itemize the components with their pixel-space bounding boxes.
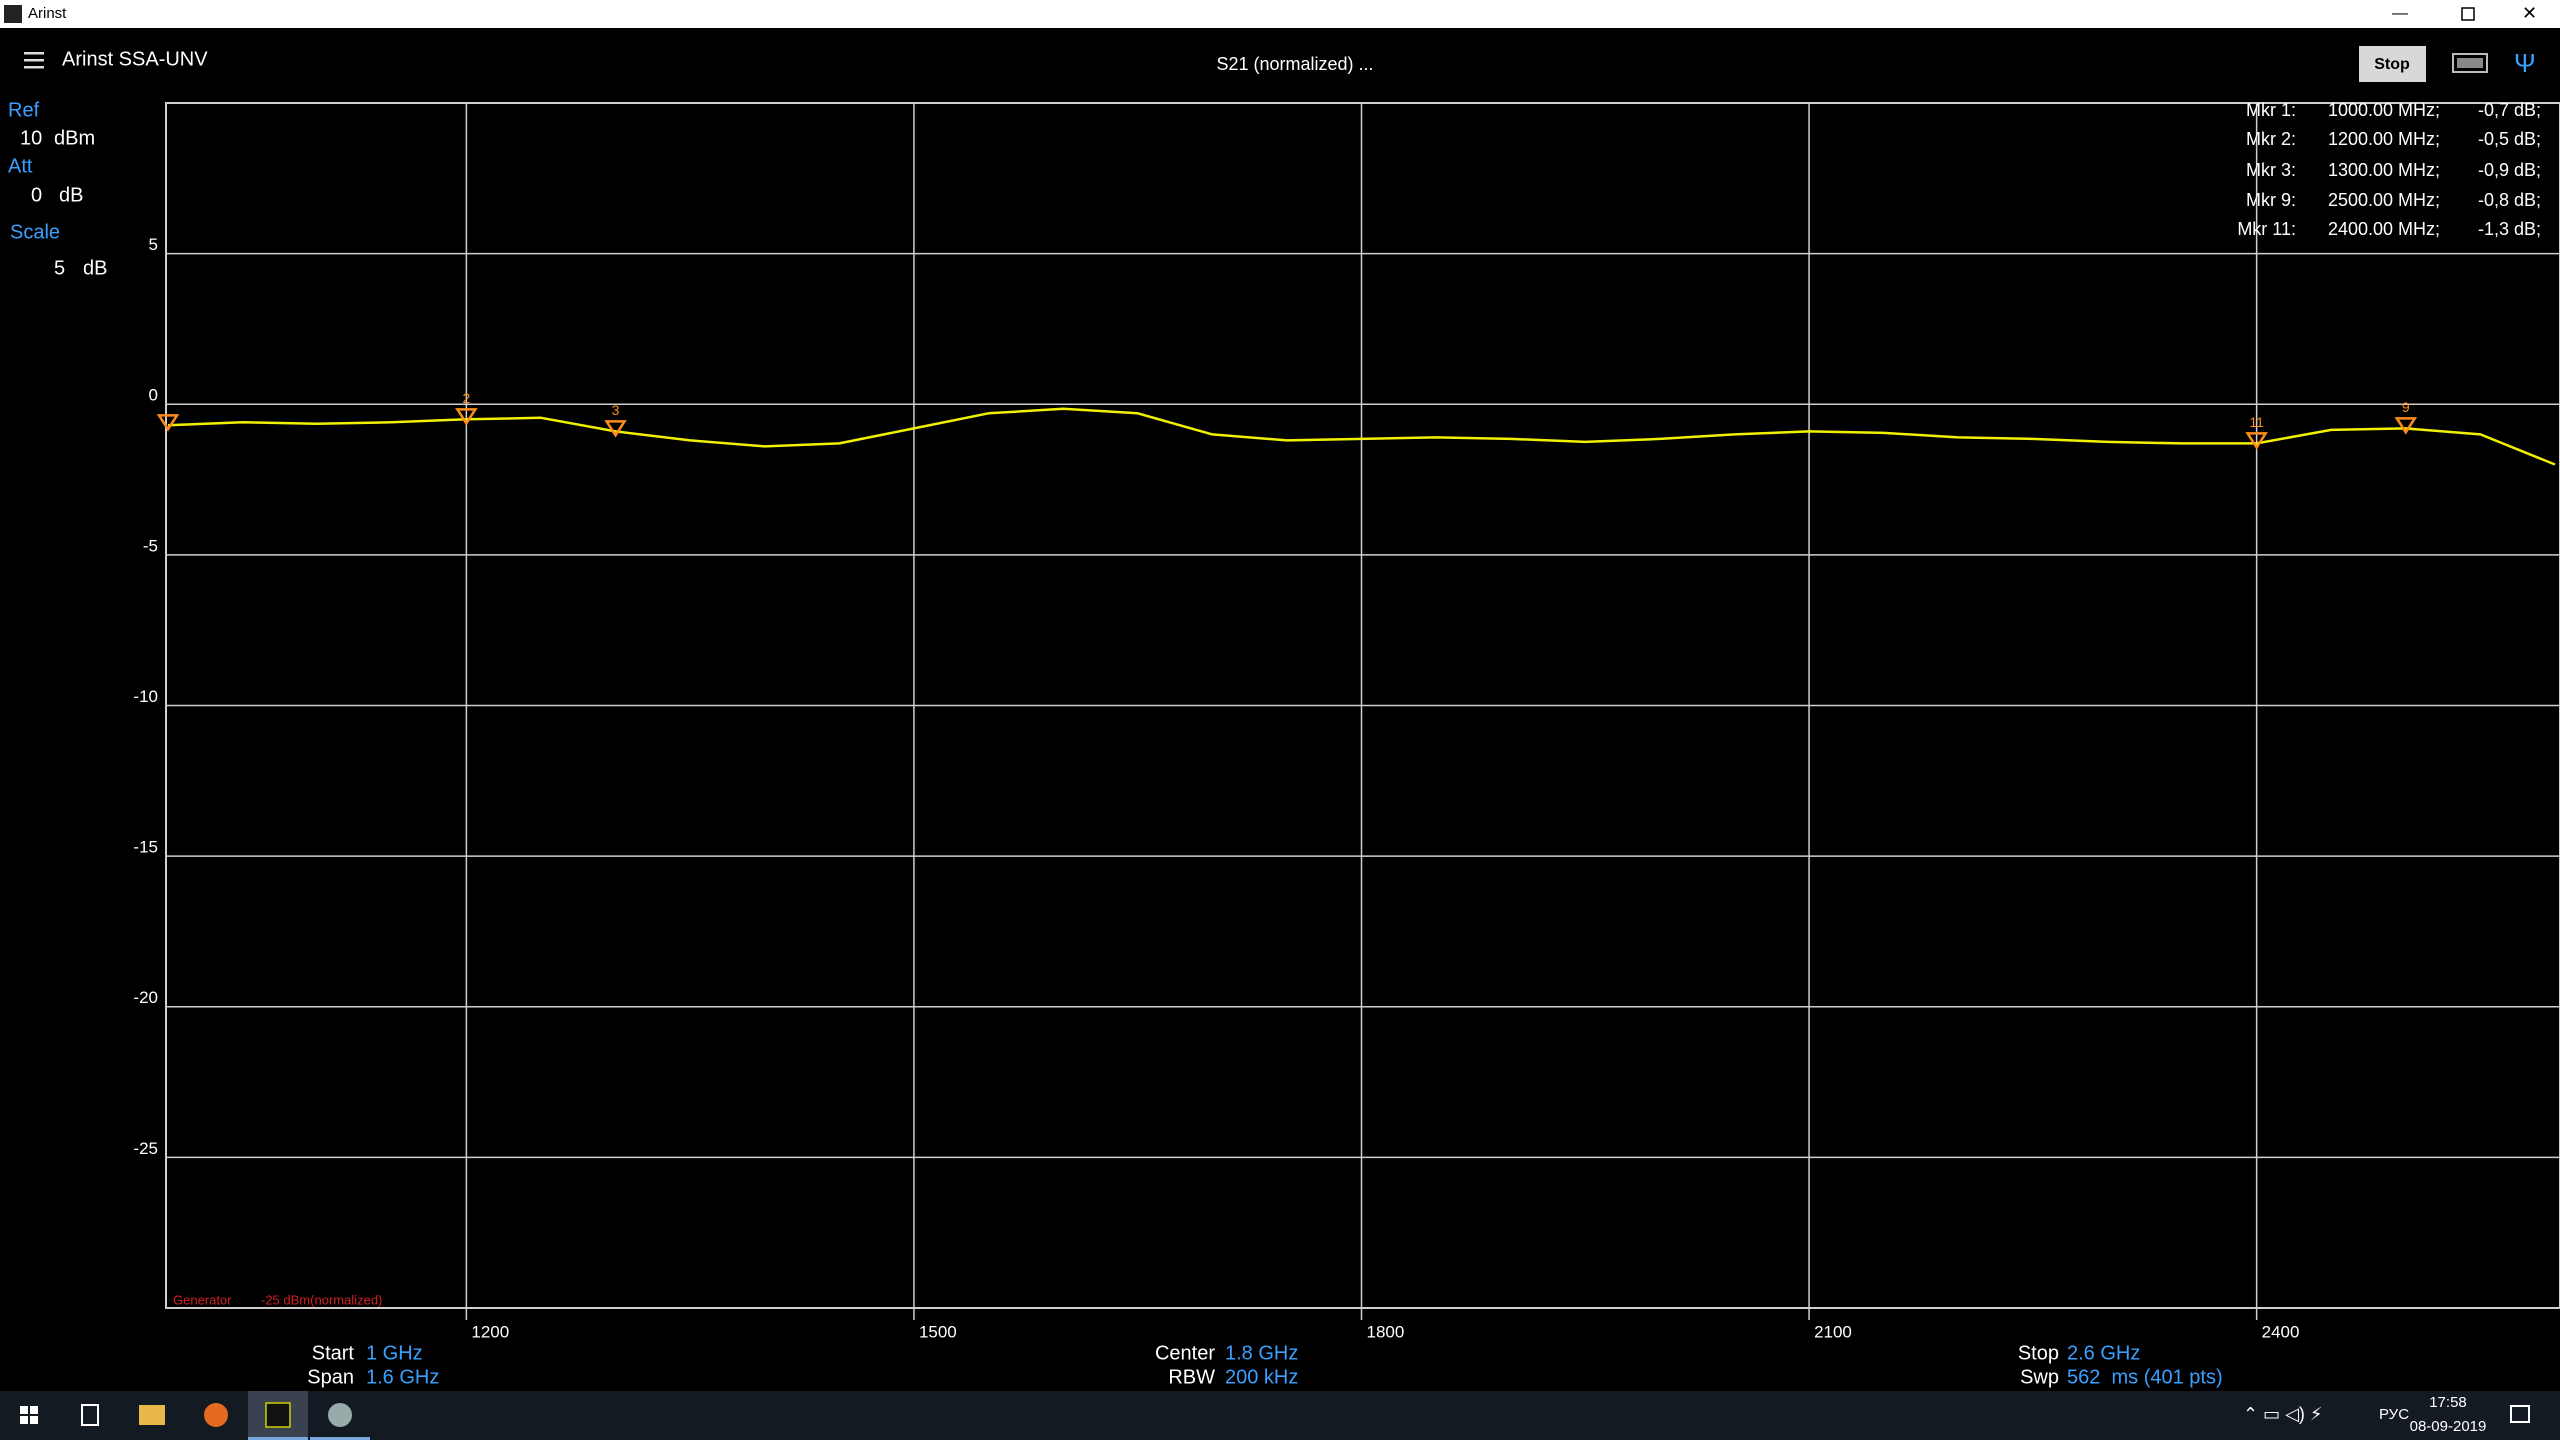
- restore-button[interactable]: [2461, 7, 2475, 21]
- marker-frequency: 1300.00 MHz;: [2328, 160, 2440, 180]
- app-icon: [4, 5, 22, 23]
- marker: [156, 414, 180, 432]
- close-button[interactable]: ✕: [2522, 3, 2537, 23]
- minimize-button[interactable]: —: [2392, 5, 2408, 22]
- win-tile: [20, 1406, 28, 1414]
- notification-button[interactable]: [2510, 1405, 2530, 1423]
- y-tick-label: -25: [133, 1139, 158, 1158]
- win-tile: [30, 1406, 38, 1414]
- marker-name: Mkr 11:: [2237, 219, 2296, 239]
- menu-line: [24, 66, 44, 69]
- y-tick-label: -5: [143, 536, 158, 555]
- marker-tag: 9: [2402, 399, 2410, 415]
- running-indicator: [310, 1437, 370, 1440]
- task-view-button[interactable]: [81, 1404, 99, 1426]
- x-tick-label: 1800: [1367, 1322, 1405, 1341]
- scale-unit: dB: [83, 257, 107, 279]
- start-button[interactable]: [20, 1406, 38, 1424]
- marker-name: Mkr 9:: [2246, 190, 2296, 210]
- y-tick-label: 0: [149, 386, 158, 405]
- ref-label: Ref: [8, 99, 40, 121]
- marker-name: Mkr 1:: [2246, 100, 2296, 120]
- ref-value: 10: [20, 127, 42, 149]
- x-tick-label: 2100: [1814, 1322, 1852, 1341]
- att-value: 0: [31, 184, 42, 206]
- win-tile: [20, 1416, 28, 1424]
- usb-icon: Ψ: [2514, 48, 2536, 78]
- att-unit: dB: [59, 184, 83, 206]
- marker-frequency: 1200.00 MHz;: [2328, 129, 2440, 149]
- start-label: Start: [312, 1342, 355, 1364]
- marker-tag: 2: [462, 390, 470, 406]
- marker-tag: 3: [612, 402, 620, 418]
- app-name: Arinst SSA-UNV: [62, 48, 208, 70]
- trace: [167, 407, 2556, 466]
- active-indicator: [248, 1437, 308, 1440]
- window-title: Arinst: [28, 5, 67, 22]
- clock-time[interactable]: 17:58: [2429, 1394, 2467, 1411]
- scale-label: Scale: [10, 221, 60, 243]
- swp-label: Swp: [2020, 1366, 2059, 1388]
- span-label: Span: [307, 1366, 354, 1388]
- marker-name: Mkr 2:: [2246, 129, 2296, 149]
- rbw-label: RBW: [1168, 1366, 1215, 1388]
- battery-level: [2457, 58, 2483, 68]
- x-tick-label: 2400: [2262, 1322, 2300, 1341]
- marker: [604, 420, 627, 438]
- center-value: 1.8 GHz: [1225, 1342, 1298, 1364]
- firefox-button[interactable]: [204, 1403, 228, 1427]
- marker-name: Mkr 3:: [2246, 160, 2296, 180]
- title-bar: [0, 0, 2560, 28]
- y-tick-label: -20: [133, 988, 158, 1007]
- att-label: Att: [8, 155, 33, 177]
- stop-button-label: Stop: [2374, 56, 2410, 73]
- clock-date[interactable]: 08-09-2019: [2410, 1418, 2487, 1435]
- marker: [455, 408, 478, 426]
- menu-button[interactable]: [24, 52, 44, 69]
- language-indicator[interactable]: РУС: [2379, 1406, 2409, 1423]
- arinst-icon: [265, 1402, 291, 1428]
- marker-value: -0,5 dB;: [2478, 129, 2541, 149]
- taskbar: [0, 1391, 2560, 1440]
- rbw-value: 200 kHz: [1225, 1366, 1298, 1388]
- tray-icons[interactable]: ⌃ ▭ ◁) ⚡: [2243, 1404, 2323, 1424]
- generator-label: Generator: [173, 1292, 232, 1307]
- stop-button[interactable]: [2359, 46, 2426, 82]
- marker-value: -0,9 dB;: [2478, 160, 2541, 180]
- marker: [2394, 417, 2418, 435]
- stop-value: 2.6 GHz: [2067, 1342, 2140, 1364]
- x-tick-label: 1200: [471, 1322, 509, 1341]
- span-value: 1.6 GHz: [366, 1366, 439, 1388]
- stop-label: Stop: [2018, 1342, 2059, 1364]
- win-tile: [30, 1416, 38, 1424]
- start-value: 1 GHz: [366, 1342, 423, 1364]
- x-tick-label: 1500: [919, 1322, 957, 1341]
- y-tick-label: -15: [133, 838, 158, 857]
- battery-icon: [2452, 53, 2488, 73]
- swp-value: 562 ms (401 pts): [2067, 1366, 2223, 1388]
- status-text: S21 (normalized) ...: [1216, 54, 1373, 74]
- marker-value: -0,7 dB;: [2478, 100, 2541, 120]
- y-tick-label: -10: [133, 687, 158, 706]
- marker-tag: 11: [2249, 414, 2264, 430]
- center-label: Center: [1155, 1342, 1215, 1364]
- marker-value: -0,8 dB;: [2478, 190, 2541, 210]
- generator-value: -25 dBm(normalized): [261, 1292, 382, 1307]
- marker: [2245, 432, 2268, 450]
- plot: 5 0 -5 -10 -15 -20 -25 1200 1500 1800 2100 2400 2 3 9 1…: [133, 102, 2560, 1341]
- app-button[interactable]: [328, 1403, 352, 1427]
- marker-value: -1,3 dB;: [2478, 219, 2541, 239]
- explorer-button[interactable]: [139, 1405, 165, 1425]
- marker-frequency: 1000.00 MHz;: [2328, 100, 2440, 120]
- ref-unit: dBm: [54, 127, 95, 149]
- menu-line: [24, 59, 44, 62]
- scale-value: 5: [54, 257, 65, 279]
- marker-frequency: 2400.00 MHz;: [2328, 219, 2440, 239]
- menu-line: [24, 52, 44, 55]
- y-tick-label: 5: [149, 235, 158, 254]
- marker-frequency: 2500.00 MHz;: [2328, 190, 2440, 210]
